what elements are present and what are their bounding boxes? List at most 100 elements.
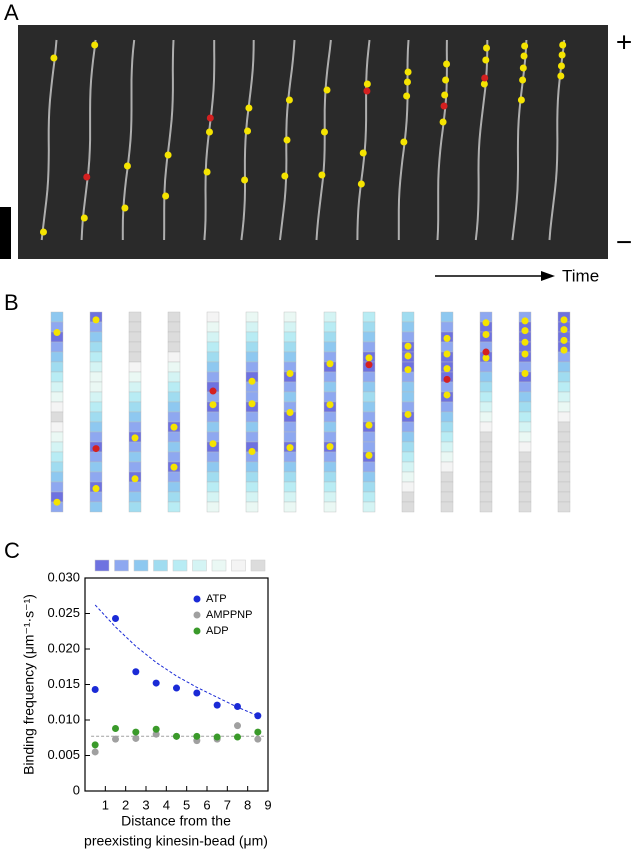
bead-red [363,87,371,95]
microtubule [315,39,332,241]
point [234,722,241,730]
legend-marker [193,611,201,619]
point [91,748,99,756]
bead [560,326,568,334]
segment [283,311,297,323]
time-label: Time [562,266,599,285]
segment [50,381,64,393]
segment [362,381,376,393]
segment [89,421,103,433]
microtubule [80,39,97,241]
bead [439,118,447,126]
segment [479,501,493,513]
legend-label: AMPPNP [206,609,252,621]
segment [283,381,297,393]
segment [401,431,415,443]
bead [326,443,334,451]
segment [323,491,337,503]
bead [286,444,294,452]
segment [206,471,220,483]
panel-a [39,39,567,241]
segment [245,341,259,353]
segment [128,341,142,353]
segment [50,351,64,363]
segment [518,481,532,493]
segment [479,381,493,393]
segment [362,501,376,513]
panel-b [50,311,571,513]
segment [89,471,103,483]
bead [519,76,527,84]
segment [89,451,103,463]
x-tick-label: 5 [183,797,190,812]
segment [440,501,454,513]
segment [401,501,415,513]
segment [557,431,571,443]
segment [89,381,103,393]
bead [521,338,529,346]
segment [479,491,493,503]
segment [128,311,142,323]
x-tick-label: 8 [244,797,251,812]
segment [89,341,103,353]
segment [283,341,297,353]
segment [557,501,571,513]
segment [518,381,532,393]
fit-curve [94,604,258,717]
panel-label: C [4,538,20,563]
segment [479,391,493,403]
segment [557,421,571,433]
bead [121,204,129,212]
segment [323,461,337,473]
segment [323,331,337,343]
bead [203,168,211,176]
segment [128,371,142,383]
bead [404,352,412,360]
bead [404,342,412,350]
segment [518,431,532,443]
bead [123,162,131,170]
point [152,679,160,687]
microtubule [511,39,528,241]
segment [167,361,181,373]
segment [128,421,142,433]
legend-marker [193,595,201,603]
segment [89,351,103,363]
segment [245,411,259,423]
bead [241,176,249,184]
y-tick-label: 0.015 [47,676,80,691]
segment [557,361,571,373]
segment [128,441,142,453]
segment [362,311,376,323]
point [91,741,99,749]
bead [91,41,99,49]
microtubule [240,39,255,241]
bead [323,86,331,94]
segment [323,381,337,393]
segment [167,501,181,513]
bead [286,370,294,377]
segment [50,341,64,353]
y-tick-label: 0.005 [47,747,80,762]
point [173,732,180,740]
point [213,733,221,741]
arrow-head [541,271,555,281]
segment [50,411,64,423]
segment [401,451,415,463]
segment [518,501,532,513]
segment [557,451,571,463]
bead [404,410,412,418]
segment [323,411,337,423]
distance-swatch [250,559,266,572]
bead [170,423,178,431]
point [132,668,140,676]
segment [557,471,571,483]
segment [440,491,454,503]
point [193,732,201,740]
bead [483,44,491,52]
segment [89,401,103,413]
segment [206,451,220,463]
bead [443,391,451,399]
bead-red [83,173,91,181]
